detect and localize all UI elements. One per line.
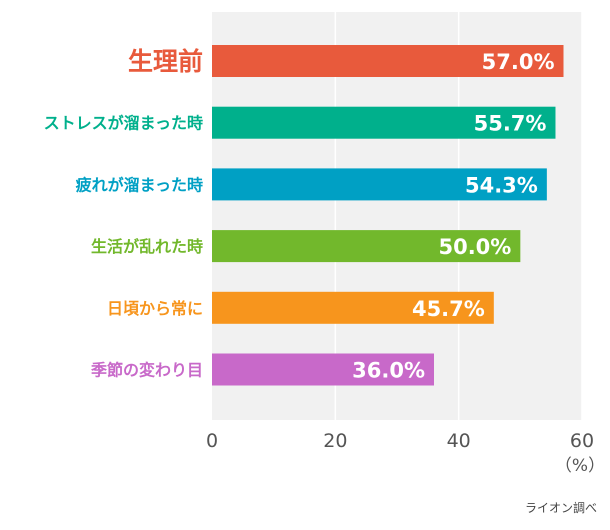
value-label-4: 50.0% <box>438 235 511 259</box>
bar-4 <box>212 230 521 263</box>
value-label-5: 45.7% <box>412 297 485 321</box>
bar-1 <box>212 45 564 77</box>
category-label-2: ストレスが溜まった時 <box>44 114 203 133</box>
x-axis-ticks: 0 20 40 60 <box>206 430 594 452</box>
category-label-5: 日頃から常に <box>107 299 203 318</box>
bar-6 <box>212 353 434 386</box>
category-label-6: 季節の変わり目 <box>90 361 203 380</box>
x-tick-label-60: 60 <box>570 430 594 452</box>
bars-group: 生理前 57.0% ストレスが溜まった時 55.7% 疲れが溜まった時 54.3% 生活が乱… <box>44 45 564 386</box>
category-label-4: 生活が乱れた時 <box>91 237 203 256</box>
source-note: ライオン調べ <box>525 501 597 515</box>
x-tick-label-0: 0 <box>206 430 218 452</box>
value-label-3: 54.3% <box>465 173 538 197</box>
value-label-1: 57.0% <box>482 50 555 74</box>
x-tick-label-20: 20 <box>323 430 347 452</box>
x-tick-label-40: 40 <box>447 430 471 452</box>
bar-5 <box>212 291 494 324</box>
category-label-1: 生理前 <box>128 47 203 76</box>
category-label-3: 疲れが溜まった時 <box>76 175 203 194</box>
bar-2 <box>212 106 556 139</box>
gridlines <box>334 12 583 420</box>
unit-label: （%） <box>555 456 605 476</box>
value-label-6: 36.0% <box>352 359 425 383</box>
value-label-2: 55.7% <box>474 112 547 136</box>
bar-3 <box>212 168 547 201</box>
plot-background <box>212 12 582 420</box>
